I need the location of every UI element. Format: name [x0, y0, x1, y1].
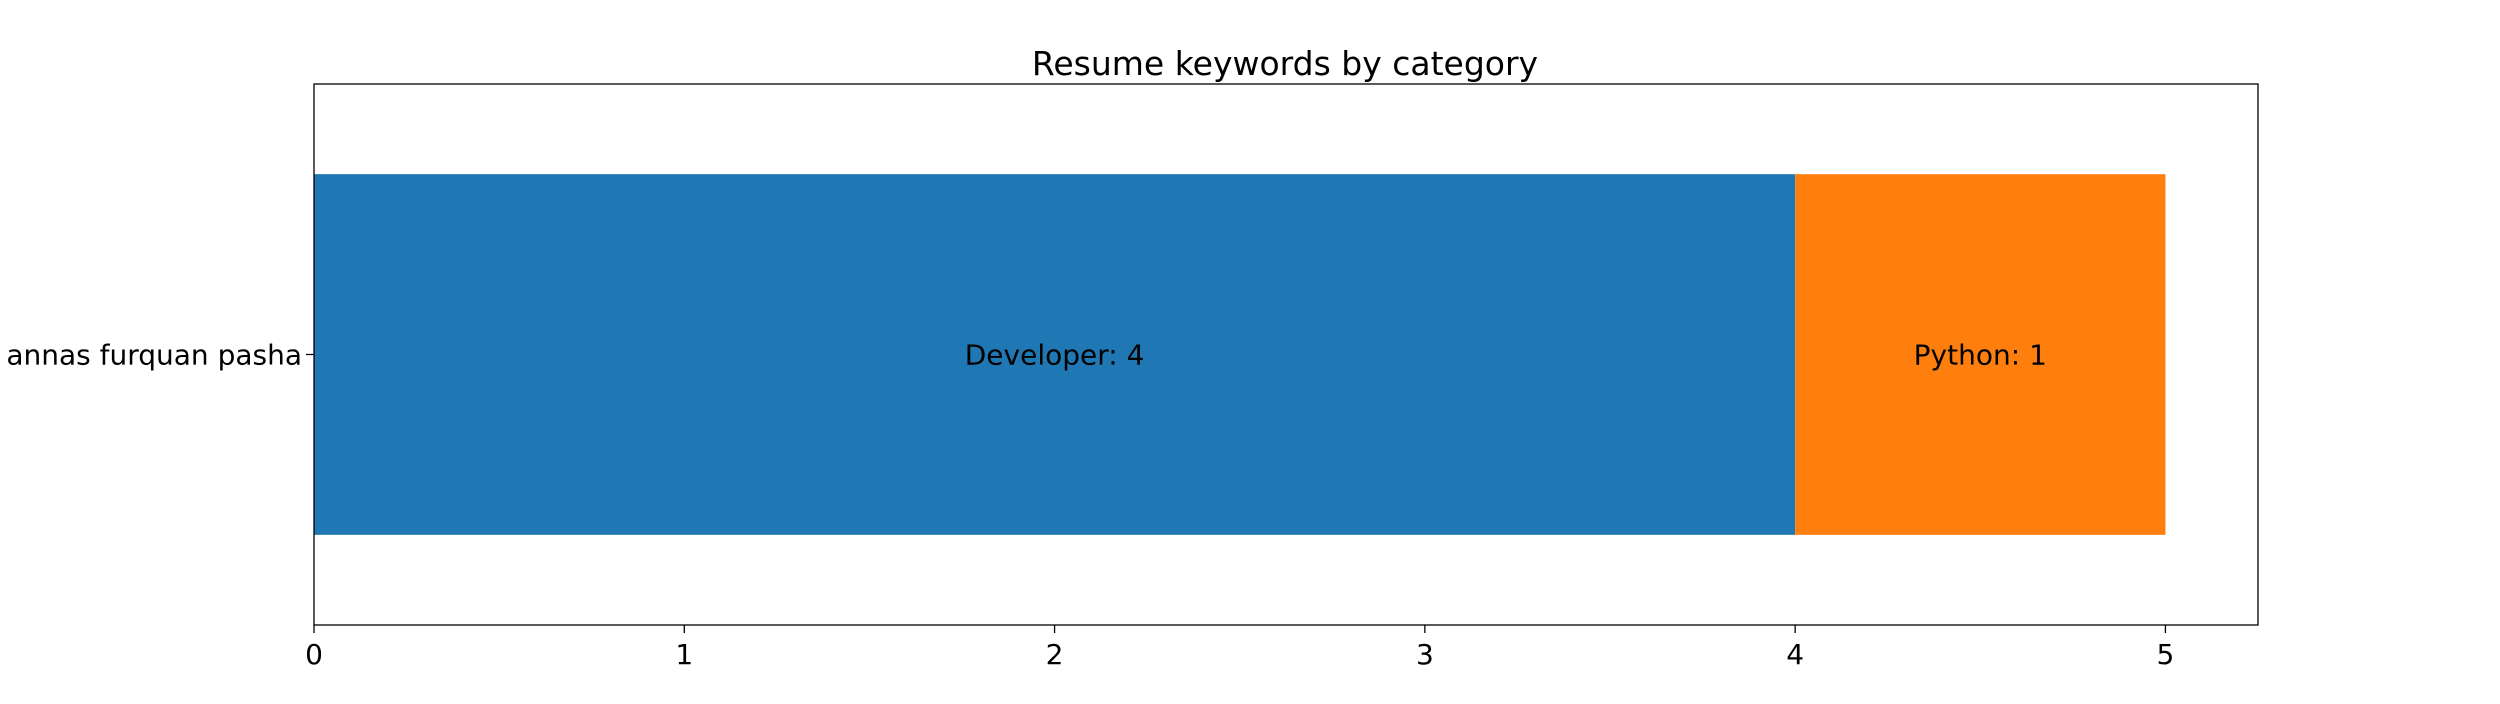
- x-tick-label: 3: [1416, 638, 1434, 671]
- bar-python: [1795, 174, 2166, 535]
- bar-label-developer: Developer: 4: [965, 339, 1145, 372]
- y-tick-label: annas furquan pasha: [6, 339, 302, 372]
- x-tick-label: 4: [1786, 638, 1804, 671]
- x-axis: 0 1 2 3 4 5: [305, 625, 2174, 671]
- x-tick-label: 1: [675, 638, 693, 671]
- x-tick-label: 2: [1046, 638, 1064, 671]
- bar-label-python: Python: 1: [1914, 339, 2047, 372]
- x-tick-label: 5: [2157, 638, 2175, 671]
- y-axis: annas furquan pasha: [6, 339, 314, 372]
- segment-labels: Developer: 4 Python: 1: [965, 339, 2047, 372]
- bar-developer: [314, 174, 1796, 535]
- x-tick-label: 0: [305, 638, 323, 671]
- bar-group: [314, 174, 2166, 535]
- chart-title: Resume keywords by category: [1032, 44, 1538, 83]
